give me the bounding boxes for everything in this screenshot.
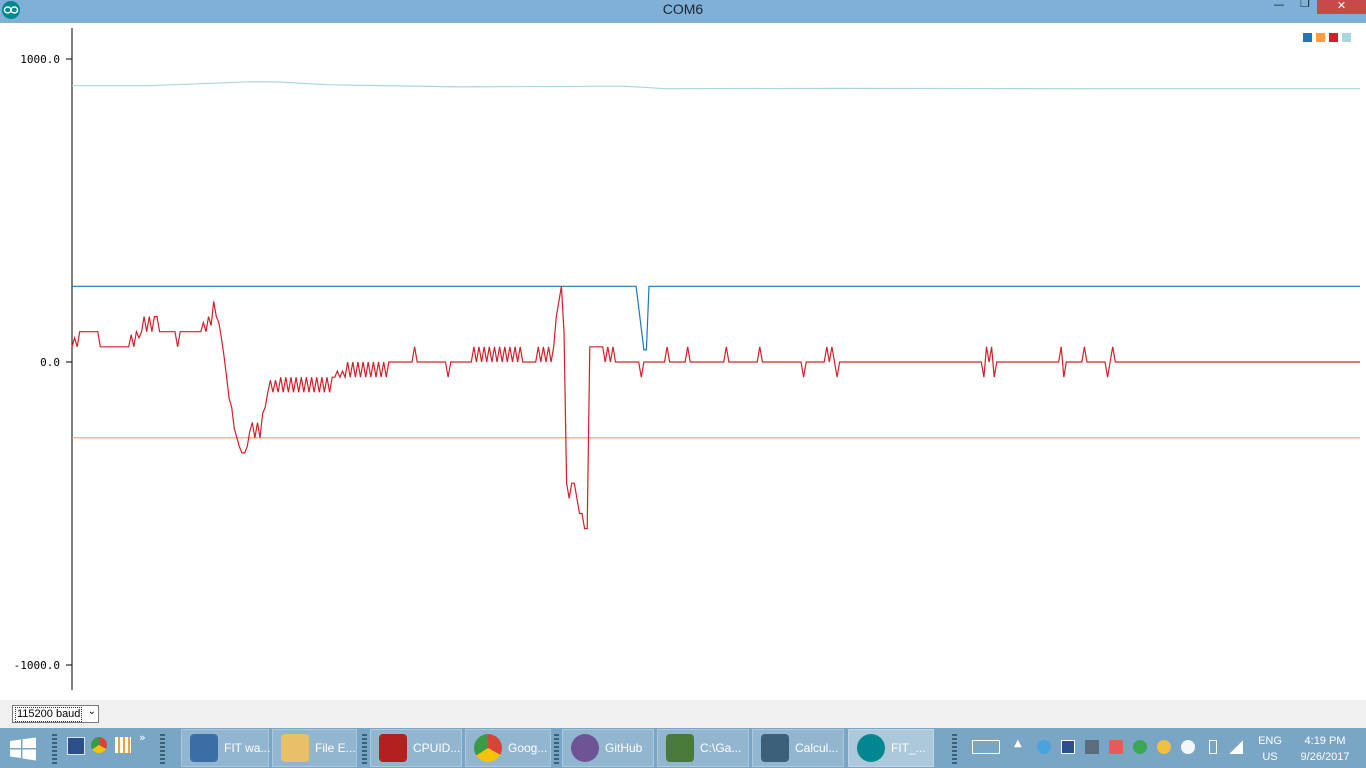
task-label: File E... bbox=[315, 741, 356, 755]
task-label: CPUID... bbox=[413, 741, 461, 755]
apps-grid-icon[interactable] bbox=[115, 737, 131, 753]
baud-rate-select[interactable]: 115200 baud ⌄ bbox=[12, 705, 99, 723]
cpuid-icon bbox=[379, 734, 407, 762]
y-tick-label: 1000.0 bbox=[20, 53, 60, 66]
calculator-icon bbox=[761, 734, 789, 762]
close-button[interactable]: ✕ bbox=[1317, 0, 1366, 14]
battery-icon[interactable] bbox=[1209, 740, 1217, 754]
taskbar-grip[interactable] bbox=[952, 734, 957, 764]
task-cpuid[interactable]: CPUID... bbox=[370, 729, 462, 767]
bottom-toolbar: 115200 baud ⌄ bbox=[0, 700, 1366, 728]
series-line-2 bbox=[71, 286, 1360, 530]
task-label: Goog... bbox=[508, 741, 548, 755]
y-tick-label: -1000.0 bbox=[14, 659, 60, 672]
github-icon bbox=[571, 734, 599, 762]
task-label: Calcul... bbox=[795, 741, 839, 755]
clock-date: 9/26/2017 bbox=[1300, 751, 1350, 763]
show-hidden-icons-icon[interactable]: ▲ bbox=[1014, 738, 1022, 749]
task-github[interactable]: GitHub bbox=[562, 729, 654, 767]
language-code: ENG bbox=[1258, 735, 1282, 747]
cloud-upload-icon[interactable] bbox=[1181, 740, 1195, 754]
task-label: GitHub bbox=[605, 741, 643, 755]
document-icon bbox=[190, 734, 218, 762]
arduino-icon bbox=[857, 734, 885, 762]
legend-swatch-2 bbox=[1329, 33, 1338, 42]
region-code: US bbox=[1262, 751, 1278, 763]
chrome-icon bbox=[474, 734, 502, 762]
y-tick-label: 0.0 bbox=[40, 356, 60, 369]
legend-swatch-0 bbox=[1303, 33, 1312, 42]
minimize-button[interactable]: — bbox=[1273, 0, 1285, 11]
volume-muted-icon[interactable] bbox=[1109, 740, 1123, 754]
task-label: C:\Ga... bbox=[700, 741, 742, 755]
signal-icon[interactable] bbox=[1229, 740, 1243, 754]
task-fit-wa[interactable]: FIT wa... bbox=[181, 729, 271, 767]
maximize-button[interactable]: ❐ bbox=[1300, 0, 1310, 10]
folder-icon bbox=[281, 734, 309, 762]
series-line-3 bbox=[72, 81, 1360, 90]
desktop-icon[interactable] bbox=[67, 737, 85, 755]
legend-swatch-1 bbox=[1316, 33, 1325, 42]
chevron-down-icon: ⌄ bbox=[87, 706, 96, 717]
keyboard-icon[interactable] bbox=[972, 740, 1000, 754]
notepad-icon bbox=[666, 734, 694, 762]
task-calculator[interactable]: Calcul... bbox=[752, 729, 844, 767]
taskbar: » FIT wa... File E... CPUID... Goog... G… bbox=[0, 728, 1366, 768]
serial-plotter-area: 1000.0 0.0 -1000.0 bbox=[0, 23, 1366, 700]
monitor-icon[interactable] bbox=[1061, 740, 1075, 754]
language-indicator[interactable]: ENG US bbox=[1256, 733, 1284, 765]
task-label: FIT_... bbox=[891, 741, 926, 755]
task-google-chrome[interactable]: Goog... bbox=[465, 729, 551, 767]
arduino-app-icon bbox=[2, 1, 20, 19]
plot-canvas: 1000.0 0.0 -1000.0 bbox=[14, 28, 1360, 690]
clock-time: 4:19 PM bbox=[1304, 735, 1346, 747]
window-title: COM6 bbox=[662, 1, 704, 17]
taskbar-grip[interactable] bbox=[160, 734, 165, 764]
task-file-explorer[interactable]: File E... bbox=[272, 729, 357, 767]
task-notepad[interactable]: C:\Ga... bbox=[657, 729, 749, 767]
sync-icon[interactable] bbox=[1037, 740, 1051, 754]
task-arduino-fit[interactable]: FIT_... bbox=[848, 729, 934, 767]
chrome-icon[interactable] bbox=[91, 737, 107, 753]
taskbar-grip[interactable] bbox=[554, 734, 559, 764]
legend-swatch-3 bbox=[1342, 33, 1351, 42]
taskbar-grip[interactable] bbox=[362, 734, 367, 764]
taskbar-grip[interactable] bbox=[52, 734, 57, 764]
recycle-icon[interactable] bbox=[1133, 740, 1147, 754]
windows-start-icon[interactable] bbox=[8, 736, 38, 762]
clock[interactable]: 4:19 PM 9/26/2017 bbox=[1291, 733, 1359, 765]
baud-rate-value: 115200 baud bbox=[15, 707, 83, 722]
task-label: FIT wa... bbox=[224, 741, 271, 755]
network-status-icon[interactable] bbox=[1157, 740, 1171, 754]
series-line-0 bbox=[72, 285, 1360, 351]
display-icon[interactable] bbox=[1085, 740, 1099, 754]
overflow-chevron-icon[interactable]: » bbox=[139, 731, 146, 744]
title-bar[interactable]: COM6 — ❐ ✕ bbox=[0, 0, 1366, 23]
